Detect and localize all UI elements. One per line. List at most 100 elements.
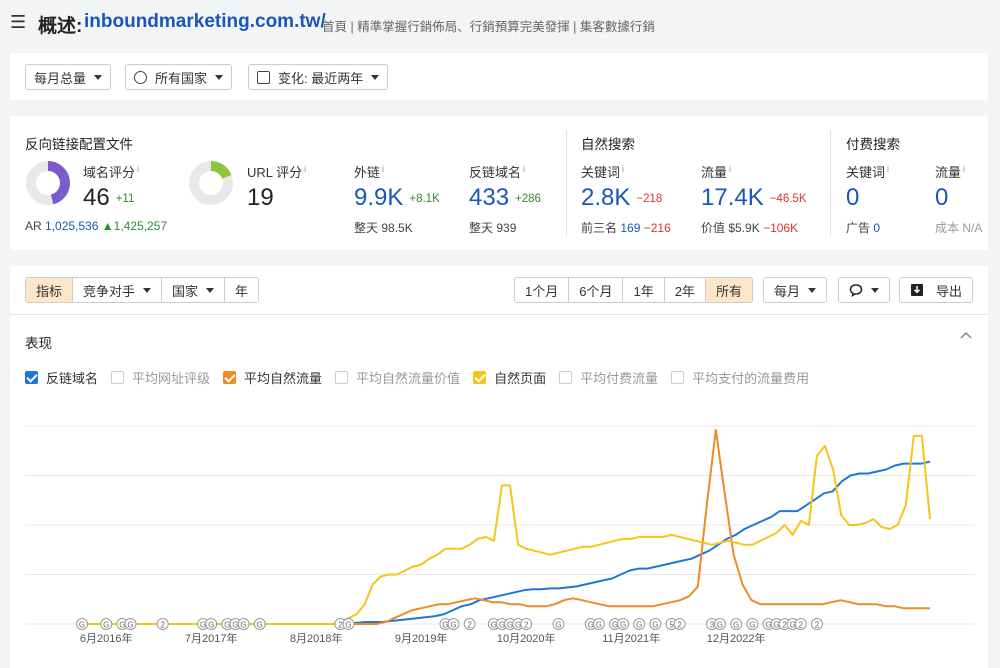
calendar-icon bbox=[257, 70, 270, 84]
annotation-marker[interactable]: G bbox=[633, 618, 646, 630]
tab-countries[interactable]: 国家 bbox=[162, 278, 226, 302]
annotation-marker[interactable]: G bbox=[237, 618, 250, 630]
legend-checkbox[interactable] bbox=[335, 371, 349, 384]
annotation-marker[interactable]: G bbox=[746, 618, 759, 630]
paid-traffic-value[interactable]: 0 bbox=[935, 184, 949, 211]
organic-traffic-value-line: 价值 $5.9K −106K bbox=[701, 221, 799, 235]
svg-text:G: G bbox=[588, 621, 594, 630]
export-button[interactable]: 导出 bbox=[899, 277, 974, 303]
domain-rating-label[interactable]: 域名评分 i bbox=[83, 163, 140, 180]
svg-text:G: G bbox=[442, 621, 448, 630]
annotation-marker[interactable]: G bbox=[205, 618, 218, 630]
legend-checkbox[interactable] bbox=[671, 371, 685, 384]
domain-rating-value: 46 +11 bbox=[83, 184, 135, 211]
svg-text:G: G bbox=[491, 621, 497, 630]
svg-text:G: G bbox=[749, 621, 755, 630]
range-1-year[interactable]: 1年 bbox=[623, 278, 665, 302]
svg-text:G: G bbox=[765, 621, 771, 630]
organic-keywords-value[interactable]: 2.8K −218 bbox=[581, 184, 663, 211]
organic-traffic-label[interactable]: 流量 i bbox=[701, 163, 732, 180]
url-rating-label[interactable]: URL 评分 i bbox=[247, 163, 307, 180]
series-line-2 bbox=[82, 434, 931, 625]
range-all[interactable]: 所有 bbox=[705, 278, 752, 302]
range-6-months[interactable]: 6个月 bbox=[569, 278, 624, 302]
tab-competitors[interactable]: 竞争对手 bbox=[73, 278, 163, 302]
caret-down-icon bbox=[94, 74, 103, 80]
annotation-marker[interactable]: G bbox=[592, 618, 605, 630]
annotation-marker[interactable]: 2 bbox=[463, 618, 476, 630]
backlink-profile-title: 反向链接配置文件 bbox=[25, 137, 133, 152]
legend-item[interactable]: 平均自然流量 bbox=[223, 368, 322, 387]
svg-text:2: 2 bbox=[799, 621, 804, 630]
annotation-marker[interactable]: G bbox=[447, 618, 460, 630]
annotation-marker[interactable]: G bbox=[100, 618, 113, 630]
svg-text:G: G bbox=[257, 621, 263, 630]
annotation-marker[interactable]: G bbox=[552, 618, 565, 630]
legend-item[interactable]: 平均付费流量 bbox=[559, 368, 658, 387]
interval-dropdown[interactable]: 每月 bbox=[763, 277, 828, 303]
legend-checkbox[interactable] bbox=[111, 371, 125, 384]
performance-card: 指标 竞争对手 国家 年 1个月 6个月 1年 2年 所有 每月 导出 表现 反… bbox=[10, 266, 988, 668]
tab-metrics[interactable]: 指标 bbox=[26, 278, 74, 302]
referring-domains-value[interactable]: 433 +286 bbox=[469, 184, 541, 211]
paid-keywords-label[interactable]: 关键词 i bbox=[846, 163, 890, 180]
annotation-marker[interactable]: G bbox=[617, 618, 630, 630]
legend-item[interactable]: 反链域名 bbox=[25, 368, 98, 387]
annotation-marker[interactable]: G bbox=[714, 618, 727, 630]
legend-item[interactable]: 自然页面 bbox=[473, 368, 546, 387]
annotation-marker[interactable]: 2 bbox=[810, 618, 823, 630]
caret-down-icon bbox=[371, 74, 380, 80]
legend-checkbox[interactable] bbox=[559, 371, 573, 384]
svg-text:2: 2 bbox=[815, 621, 820, 630]
change-range-dropdown[interactable]: 变化: 最近两年 bbox=[248, 64, 389, 90]
legend-item[interactable]: 平均自然流量价值 bbox=[335, 368, 460, 387]
external-links-label[interactable]: 外链 i bbox=[354, 163, 385, 180]
annotation-marker[interactable]: 2 bbox=[673, 618, 686, 630]
country-dropdown[interactable]: 所有国家 bbox=[125, 64, 233, 90]
x-tick-label: 9月2019年 bbox=[395, 631, 448, 645]
annotation-marker[interactable]: 2 bbox=[794, 618, 807, 630]
range-2-years[interactable]: 2年 bbox=[664, 278, 706, 302]
organic-keywords-label[interactable]: 关键词 i bbox=[581, 163, 625, 180]
tab-years[interactable]: 年 bbox=[225, 278, 259, 302]
annotation-marker[interactable]: 2 bbox=[156, 618, 169, 630]
svg-text:2: 2 bbox=[338, 621, 343, 630]
svg-text:2: 2 bbox=[782, 621, 787, 630]
legend-label: 平均自然流量价值 bbox=[356, 371, 461, 386]
paid-ads-line: 广告 0 bbox=[846, 221, 881, 235]
legend-checkbox[interactable] bbox=[223, 371, 237, 384]
referring-domains-label[interactable]: 反链域名 i bbox=[469, 163, 526, 180]
monthly-total-dropdown[interactable]: 每月总量 bbox=[25, 64, 112, 90]
legend-checkbox[interactable] bbox=[473, 371, 487, 384]
svg-text:G: G bbox=[636, 621, 642, 630]
svg-text:G: G bbox=[208, 621, 214, 630]
page-title-domain[interactable]: inboundmarketing.com.tw/ bbox=[84, 11, 326, 32]
annotation-marker[interactable]: G bbox=[76, 618, 88, 630]
legend-item[interactable]: 平均支付的流量费用 bbox=[671, 368, 809, 387]
svg-text:2: 2 bbox=[161, 621, 166, 630]
legend-checkbox[interactable] bbox=[25, 371, 38, 384]
annotation-marker[interactable]: G bbox=[342, 618, 355, 630]
metrics-panel: 反向链接配置文件 域名评分 i 46 +11 AR 1,025,536 ▲1,425… bbox=[10, 116, 988, 250]
caret-down-icon bbox=[215, 74, 224, 80]
annotation-marker[interactable]: G bbox=[649, 618, 662, 630]
organic-traffic-value[interactable]: 17.4K −46.5K bbox=[701, 184, 807, 211]
paid-traffic-label[interactable]: 流量 i bbox=[935, 163, 966, 180]
organic-top3: 前三名 169 −216 bbox=[581, 221, 671, 235]
annotation-marker[interactable]: G bbox=[124, 618, 137, 630]
annotation-marker[interactable]: G bbox=[253, 618, 266, 630]
svg-text:G: G bbox=[620, 621, 626, 630]
annotation-marker[interactable]: 2 bbox=[520, 618, 533, 630]
comment-dropdown[interactable] bbox=[838, 277, 890, 303]
legend-item[interactable]: 平均网址评级 bbox=[111, 368, 210, 387]
svg-text:G: G bbox=[733, 621, 739, 630]
svg-text:G: G bbox=[103, 621, 109, 630]
annotation-marker[interactable]: G bbox=[730, 618, 743, 630]
external-links-value[interactable]: 9.9K +8.1K bbox=[354, 184, 440, 211]
range-1-month[interactable]: 1个月 bbox=[515, 278, 570, 302]
hamburger-icon[interactable]: ☰ bbox=[10, 12, 27, 32]
paid-keywords-value[interactable]: 0 bbox=[846, 184, 860, 211]
page-description: 首頁 | 精準掌握行銷佈局、行銷預算完美發揮 | 集客數據行銷 bbox=[322, 20, 655, 34]
chevron-up-icon[interactable] bbox=[960, 330, 972, 342]
